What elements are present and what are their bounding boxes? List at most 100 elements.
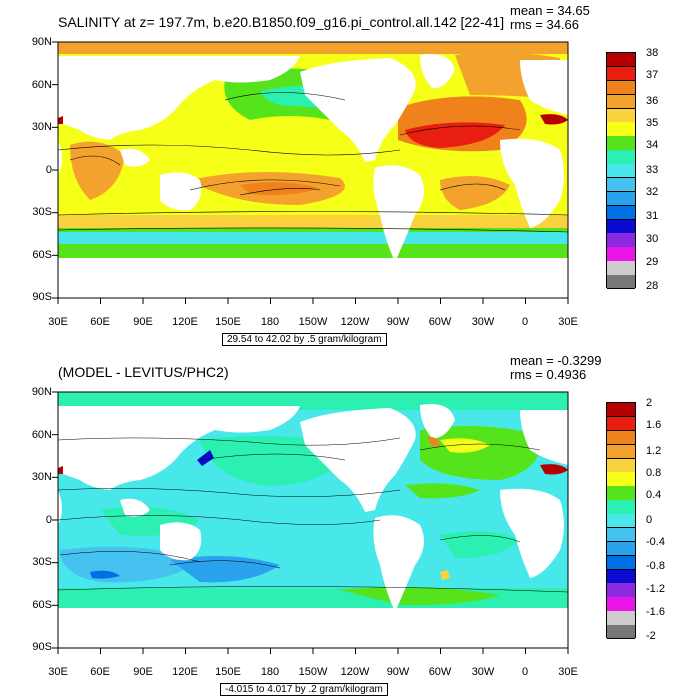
- lon-label: 90E: [133, 316, 153, 328]
- colorbar-segment: [607, 472, 635, 487]
- colorbar-label: 1.2: [646, 445, 662, 457]
- lat-label: 30N: [31, 121, 52, 133]
- colorbar-segment: [607, 597, 635, 612]
- colorbar-segment: [607, 625, 635, 640]
- mean-stat: mean = 34.65: [510, 3, 590, 18]
- colorbar-label: -1.6: [646, 606, 665, 618]
- rms-stat: rms = 34.66: [510, 17, 580, 32]
- lon-label: 120W: [340, 666, 370, 678]
- lon-label: 60W: [428, 316, 452, 328]
- colorbar-label: 30: [646, 233, 659, 245]
- contour-range-label: 29.54 to 42.02 by .5 gram/kilogram: [222, 333, 387, 346]
- colorbar-segment: [607, 541, 635, 557]
- colorbar-label: 35: [646, 117, 659, 129]
- colorbar-segment: [607, 136, 635, 151]
- lat-label: 90N: [31, 36, 52, 48]
- lon-label: 0: [521, 666, 529, 678]
- colorbar-label: -0.8: [646, 560, 665, 572]
- colorbar-segment: [607, 430, 635, 446]
- colorbar-segment: [607, 122, 635, 137]
- lon-label: 150W: [298, 316, 328, 328]
- colorbar-segment: [607, 108, 635, 123]
- colorbar-segment: [607, 53, 635, 68]
- colorbar-segment: [607, 233, 635, 248]
- lon-label: 120E: [172, 316, 198, 328]
- colorbar-segment: [607, 94, 635, 110]
- lon-label: 30E: [48, 316, 68, 328]
- difference-map: [52, 391, 569, 654]
- colorbar-segment: [607, 458, 635, 473]
- lon-label: 150E: [215, 316, 241, 328]
- colorbar-segment: [607, 177, 635, 193]
- colorbar-segment: [607, 555, 635, 571]
- colorbar-label: 0.4: [646, 489, 662, 501]
- lat-label: 0: [45, 164, 52, 176]
- colorbar-label: -1.2: [646, 583, 665, 595]
- lat-label: 30S: [32, 556, 52, 568]
- colorbar-label: 1.6: [646, 419, 662, 431]
- colorbar-segment: [607, 261, 635, 276]
- colorbar-label: 34: [646, 139, 659, 151]
- colorbar-segment: [607, 416, 635, 432]
- mean-stat: mean = -0.3299: [510, 353, 602, 368]
- colorbar-label: 37: [646, 69, 659, 81]
- colorbar-segment: [607, 583, 635, 598]
- lon-label: 90W: [386, 666, 410, 678]
- colorbar-segment: [607, 275, 635, 290]
- lon-label: 60W: [428, 666, 452, 678]
- lon-label: 30E: [558, 666, 578, 678]
- colorbar-segment: [607, 205, 635, 221]
- colorbar-segment: [607, 527, 635, 543]
- colorbar-label: 29: [646, 256, 659, 268]
- map-title: (MODEL - LEVITUS/PHC2): [58, 364, 229, 380]
- lat-label: 60N: [31, 79, 52, 91]
- lon-label: 30W: [471, 316, 495, 328]
- lat-label: 30S: [32, 206, 52, 218]
- lon-label: 150E: [215, 666, 241, 678]
- colorbar-label: 28: [646, 280, 659, 292]
- lat-label: 0: [45, 514, 52, 526]
- colorbar-segment: [607, 514, 635, 529]
- contour-range-label: -4.015 to 4.017 by .2 gram/kilogram: [220, 683, 388, 696]
- lat-label: 90N: [31, 386, 52, 398]
- lon-label: 120W: [340, 316, 370, 328]
- lon-label: 30E: [48, 666, 68, 678]
- lon-label: 180: [260, 666, 280, 678]
- colorbar-segment: [607, 80, 635, 96]
- lat-label: 60N: [31, 429, 52, 441]
- lon-label: 30E: [558, 316, 578, 328]
- colorbar-label: 31: [646, 210, 659, 222]
- lon-label: 180: [260, 316, 280, 328]
- salinity-map: [52, 41, 569, 304]
- colorbar-label: 0.8: [646, 467, 662, 479]
- colorbar-segment: [607, 150, 635, 165]
- colorbar-label: -0.4: [646, 536, 665, 548]
- colorbar-segment: [607, 569, 635, 584]
- colorbar-label: 36: [646, 95, 659, 107]
- lat-label: 90S: [32, 291, 52, 303]
- colorbar-segment: [607, 611, 635, 626]
- colorbar-label: 38: [646, 47, 659, 59]
- colorbar-segment: [607, 191, 635, 207]
- lon-label: 30W: [471, 666, 495, 678]
- lon-label: 90E: [133, 666, 153, 678]
- lon-label: 150W: [298, 666, 328, 678]
- colorbar-label: 2: [646, 397, 653, 409]
- colorbar-segment: [607, 66, 635, 82]
- colorbar-segment: [607, 164, 635, 179]
- colorbar-segment: [607, 444, 635, 460]
- difference-map-panel: (MODEL - LEVITUS/PHC2) mean = -0.3299 rm…: [0, 350, 700, 700]
- colorbar: [606, 52, 636, 290]
- map-title: SALINITY at z= 197.7m, b.e20.B1850.f09_g…: [58, 14, 505, 30]
- colorbar-label: 0: [646, 514, 653, 526]
- colorbar-label: 33: [646, 164, 659, 176]
- colorbar: [606, 402, 636, 640]
- colorbar-segment: [607, 500, 635, 515]
- salinity-map-panel: SALINITY at z= 197.7m, b.e20.B1850.f09_g…: [31, 3, 659, 346]
- colorbar-segment: [607, 247, 635, 262]
- lat-label: 60S: [32, 249, 52, 261]
- lon-label: 0: [521, 316, 529, 328]
- colorbar-segment: [607, 403, 635, 418]
- lat-label: 60S: [32, 599, 52, 611]
- lon-label: 120E: [172, 666, 198, 678]
